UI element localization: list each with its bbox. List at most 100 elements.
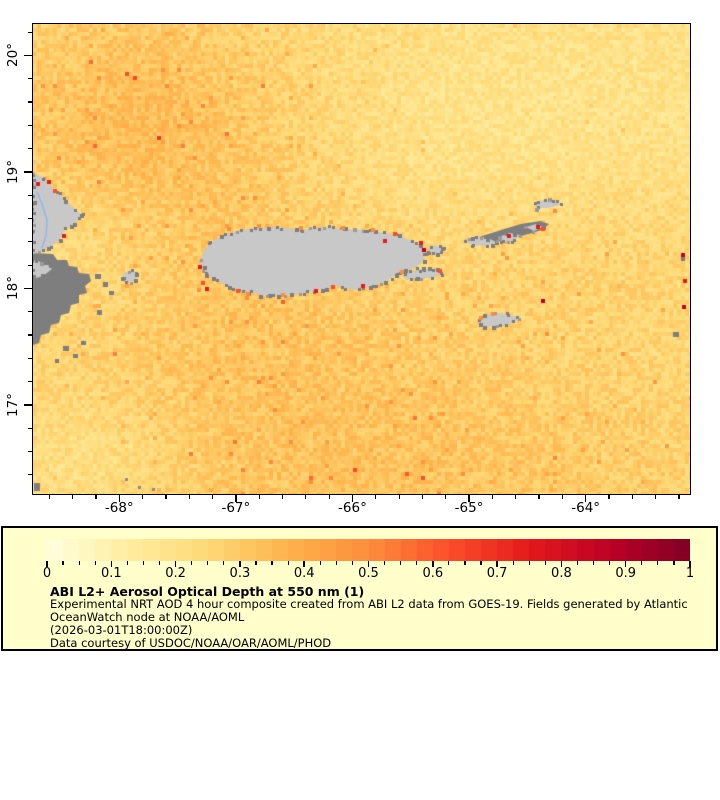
colorbar-tick-label: 0.7 [486, 566, 508, 581]
x-axis-minor-tick [188, 494, 190, 499]
colorbar-major-tick [110, 561, 113, 567]
colorbar-minor-tick [416, 561, 418, 565]
colorbar-minor-tick [512, 561, 514, 565]
colorbar-minor-tick [287, 561, 289, 565]
colorbar-major-tick [303, 561, 305, 567]
y-axis-minor-tick [27, 217, 32, 220]
colorbar-tick-label: 0.1 [100, 566, 122, 581]
y-axis-minor-tick [27, 241, 32, 243]
x-axis-minor-tick [561, 494, 563, 499]
colorbar-tick-label: 0.6 [422, 566, 444, 581]
legend-title: ABI L2+ Aerosol Optical Depth at 550 nm … [50, 584, 365, 599]
y-axis-minor-tick [27, 148, 32, 150]
colorbar-minor-tick [351, 561, 353, 565]
y-axis-minor-tick [27, 78, 32, 80]
y-axis-tick-label: 19° [5, 159, 21, 184]
y-axis-tick-label: 20° [5, 43, 21, 68]
colorbar-minor-tick [158, 561, 161, 565]
x-axis-minor-tick [491, 494, 493, 499]
x-axis-minor-tick [48, 494, 50, 499]
x-axis-minor-tick [281, 494, 284, 499]
x-axis-tick-label: -64° [571, 500, 601, 516]
colorbar-tick-label: 0 [42, 566, 52, 581]
colorbar-minor-tick [576, 561, 579, 565]
colorbar-minor-tick [335, 561, 337, 565]
colorbar-minor-tick [641, 561, 643, 565]
map-plot-frame [31, 22, 691, 495]
colorbar-major-tick [174, 561, 177, 567]
colorbar-minor-tick [271, 561, 273, 565]
colorbar-tick-label: 0.9 [615, 566, 637, 581]
y-axis-major-tick [24, 287, 32, 290]
colorbar-minor-tick [255, 561, 257, 565]
colorbar-tick-label: 0.5 [358, 566, 379, 581]
colorbar-major-tick [46, 561, 48, 567]
x-axis-minor-tick [515, 494, 517, 499]
y-axis-minor-tick [27, 380, 32, 383]
colorbar-minor-tick [480, 561, 482, 565]
colorbar-gradient [47, 539, 690, 561]
x-axis-minor-tick [398, 494, 400, 499]
colorbar-minor-tick [400, 561, 402, 565]
x-axis-minor-tick [678, 494, 680, 499]
y-axis-minor-tick [27, 334, 32, 336]
colorbar-minor-tick [142, 561, 145, 565]
y-axis-major-tick [24, 171, 32, 173]
colorbar-minor-tick [78, 561, 80, 565]
colorbar-minor-tick [528, 561, 530, 565]
colorbar-major-tick [496, 561, 498, 567]
x-axis-major-tick [351, 494, 354, 502]
x-axis-major-tick [235, 494, 237, 502]
x-axis-major-tick [118, 494, 121, 502]
colorbar-tick-label: 0.3 [229, 566, 251, 581]
y-axis-minor-tick [27, 450, 32, 453]
colorbar-minor-tick [383, 561, 386, 565]
colorbar-minor-tick [448, 561, 450, 565]
colorbar-minor-tick [544, 561, 546, 565]
colorbar-major-tick [239, 561, 241, 567]
colorbar-tick-label: 1 [685, 566, 695, 581]
y-axis-minor-tick [27, 474, 32, 476]
colorbar-minor-tick [673, 561, 675, 565]
colorbar-major-tick [367, 561, 370, 567]
legend-description-line2: OceanWatch node at NOAA/AOML [50, 610, 245, 624]
colorbar-major-tick [689, 561, 691, 567]
colorbar-major-tick [624, 561, 627, 567]
x-axis-minor-tick [631, 494, 633, 499]
y-axis-minor-tick [27, 427, 32, 429]
y-axis-major-tick [24, 54, 32, 57]
x-axis-minor-tick [655, 494, 657, 499]
colorbar-tick-label: 0.8 [551, 566, 572, 581]
y-axis-minor-tick [27, 31, 32, 33]
y-axis-tick-label: 18° [5, 276, 21, 301]
x-axis-minor-tick [375, 494, 377, 499]
colorbar-minor-tick [657, 561, 659, 565]
colorbar-minor-tick [464, 561, 466, 565]
x-axis-tick-label: -66° [338, 500, 367, 516]
y-axis-minor-tick [27, 311, 32, 313]
x-axis-tick-label: -67° [221, 500, 251, 516]
x-axis-minor-tick [141, 494, 144, 499]
x-axis-minor-tick [538, 494, 540, 499]
x-axis-minor-tick [328, 494, 330, 499]
colorbar-major-tick [432, 561, 434, 567]
legend-timestamp: (2026-03-01T18:00:00Z) [50, 623, 193, 637]
colorbar-minor-tick [207, 561, 209, 565]
legend-courtesy: Data courtesy of USDOC/NOAA/OAR/AOML/PHO… [50, 636, 332, 650]
x-axis-minor-tick [72, 494, 74, 499]
aod-map-canvas [32, 23, 690, 494]
x-axis-minor-tick [421, 494, 423, 499]
y-axis-minor-tick [27, 101, 32, 103]
colorbar-major-tick [560, 561, 563, 567]
x-axis-minor-tick [445, 494, 447, 499]
x-axis-minor-tick [211, 494, 214, 499]
y-axis-major-tick [24, 404, 32, 406]
colorbar-minor-tick [126, 561, 128, 565]
colorbar-minor-tick [319, 561, 321, 565]
x-axis-minor-tick [305, 494, 307, 499]
legend-text-block: ABI L2+ Aerosol Optical Depth at 550 nm … [50, 585, 688, 650]
x-axis-major-tick [584, 494, 587, 502]
colorbar-minor-tick [62, 561, 64, 565]
x-axis-minor-tick [258, 494, 260, 499]
